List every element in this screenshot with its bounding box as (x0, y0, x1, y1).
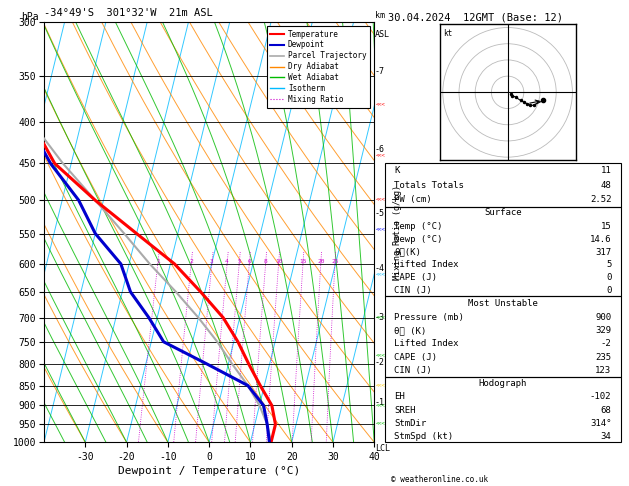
Text: 123: 123 (595, 366, 611, 375)
Text: -2: -2 (601, 339, 611, 348)
Text: 10: 10 (275, 259, 282, 264)
Text: CIN (J): CIN (J) (394, 366, 432, 375)
Text: -4: -4 (375, 264, 385, 273)
Text: hPa: hPa (21, 12, 38, 22)
Text: CAPE (J): CAPE (J) (394, 353, 437, 362)
Text: -3: -3 (375, 313, 385, 322)
Text: 30.04.2024  12GMT (Base: 12): 30.04.2024 12GMT (Base: 12) (388, 12, 563, 22)
Text: Hodograph: Hodograph (479, 379, 527, 388)
Legend: Temperature, Dewpoint, Parcel Trajectory, Dry Adiabat, Wet Adiabat, Isotherm, Mi: Temperature, Dewpoint, Parcel Trajectory… (267, 26, 370, 108)
Text: -34°49'S  301°32'W  21m ASL: -34°49'S 301°32'W 21m ASL (44, 8, 213, 18)
Text: -2: -2 (375, 358, 385, 366)
Text: 4: 4 (225, 259, 229, 264)
Text: Mixing Ratio (g/kg): Mixing Ratio (g/kg) (393, 185, 402, 279)
Text: 15: 15 (299, 259, 307, 264)
Text: Temp (°C): Temp (°C) (394, 222, 443, 231)
Text: -5: -5 (375, 209, 385, 218)
Text: Dewp (°C): Dewp (°C) (394, 235, 443, 244)
Text: Pressure (mb): Pressure (mb) (394, 312, 464, 322)
Text: Lifted Index: Lifted Index (394, 260, 459, 270)
Text: θᴇ(K): θᴇ(K) (394, 248, 421, 257)
Text: 15: 15 (601, 222, 611, 231)
Text: 20: 20 (317, 259, 325, 264)
Text: StmDir: StmDir (394, 419, 426, 428)
Text: 317: 317 (595, 248, 611, 257)
Text: 5: 5 (606, 260, 611, 270)
Text: <<<: <<< (376, 422, 386, 427)
Text: -1: -1 (375, 398, 385, 407)
Text: <<<: <<< (376, 353, 386, 358)
Text: 2.52: 2.52 (590, 195, 611, 205)
Text: Lifted Index: Lifted Index (394, 339, 459, 348)
Text: km: km (375, 11, 385, 20)
Text: θᴇ (K): θᴇ (K) (394, 326, 426, 335)
Text: CIN (J): CIN (J) (394, 286, 432, 295)
Text: 235: 235 (595, 353, 611, 362)
Text: PW (cm): PW (cm) (394, 195, 432, 205)
Text: Most Unstable: Most Unstable (468, 298, 538, 308)
Text: <<<: <<< (376, 102, 386, 107)
Text: <<<: <<< (376, 228, 386, 233)
Text: <<<: <<< (376, 273, 386, 278)
Text: 34: 34 (601, 432, 611, 441)
Text: <<<: <<< (376, 383, 386, 388)
Text: <<<: <<< (376, 315, 386, 320)
Text: 14.6: 14.6 (590, 235, 611, 244)
Text: <<<: <<< (376, 198, 386, 203)
Text: -102: -102 (590, 393, 611, 401)
Text: 3: 3 (210, 259, 214, 264)
Text: <<<: <<< (376, 403, 386, 408)
Text: 0: 0 (606, 286, 611, 295)
Text: StmSpd (kt): StmSpd (kt) (394, 432, 454, 441)
Text: -6: -6 (375, 145, 385, 154)
Text: 5: 5 (237, 259, 241, 264)
Text: EH: EH (394, 393, 405, 401)
Text: © weatheronline.co.uk: © weatheronline.co.uk (391, 474, 488, 484)
Text: Surface: Surface (484, 208, 521, 217)
Text: 329: 329 (595, 326, 611, 335)
Text: <<<: <<< (376, 153, 386, 158)
Text: 900: 900 (595, 312, 611, 322)
Text: 48: 48 (601, 181, 611, 190)
Text: 6: 6 (247, 259, 251, 264)
X-axis label: Dewpoint / Temperature (°C): Dewpoint / Temperature (°C) (118, 466, 300, 476)
Text: CAPE (J): CAPE (J) (394, 273, 437, 282)
Text: 11: 11 (601, 166, 611, 175)
Text: SREH: SREH (394, 406, 416, 415)
Text: 0: 0 (606, 273, 611, 282)
Text: ASL: ASL (375, 30, 390, 39)
Text: 25: 25 (331, 259, 338, 264)
Text: kt: kt (443, 29, 452, 38)
Text: Totals Totals: Totals Totals (394, 181, 464, 190)
Text: -7: -7 (375, 67, 385, 76)
Text: 1: 1 (156, 259, 160, 264)
Text: K: K (394, 166, 400, 175)
Text: 314°: 314° (590, 419, 611, 428)
Text: 2: 2 (189, 259, 193, 264)
Text: 68: 68 (601, 406, 611, 415)
Text: LCL: LCL (375, 444, 390, 453)
Text: 8: 8 (264, 259, 267, 264)
